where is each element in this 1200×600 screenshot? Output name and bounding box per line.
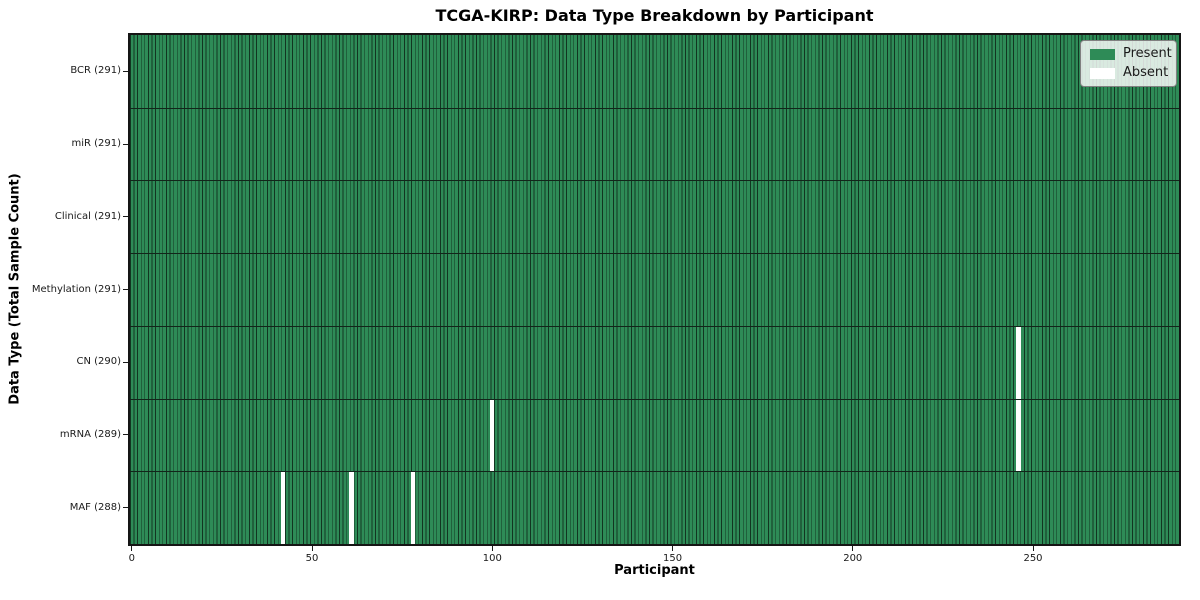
y-tick — [123, 361, 128, 363]
y-tick-label: BCR (291) — [70, 65, 121, 77]
x-tick-label: 100 — [482, 553, 502, 564]
y-tick-label: Methylation (291) — [31, 283, 121, 295]
y-tick — [123, 70, 128, 72]
y-tick-label: miR (291) — [71, 138, 121, 150]
row-maf — [130, 471, 1179, 544]
legend-present-label: Present — [1123, 46, 1172, 61]
x-tick — [1032, 546, 1034, 551]
x-tick-label: 250 — [1023, 553, 1043, 564]
row-methylation — [130, 253, 1179, 326]
x-tick-label: 150 — [662, 553, 683, 564]
legend-absent-swatch-icon — [1090, 67, 1115, 79]
legend: Present Absent — [1080, 40, 1177, 87]
absent-gap — [490, 399, 495, 472]
row-mrna — [130, 398, 1179, 472]
legend-item-present: Present — [1090, 47, 1172, 61]
x-tick — [491, 546, 493, 551]
x-tick — [672, 546, 674, 551]
row-bcr — [130, 35, 1179, 108]
y-tick-label: Clinical (291) — [54, 210, 121, 222]
legend-absent-label: Absent — [1123, 65, 1169, 80]
absent-gap — [1016, 326, 1021, 399]
x-tick — [131, 546, 133, 551]
y-tick — [123, 434, 128, 436]
row-mir — [130, 107, 1179, 181]
row-clinical — [130, 180, 1179, 254]
absent-gap — [1016, 399, 1021, 472]
x-axis-label: Participant — [614, 563, 695, 578]
absent-gap — [349, 472, 354, 544]
x-tick-label: 200 — [843, 553, 863, 564]
row-cn — [130, 325, 1179, 399]
x-tick-label: 0 — [128, 553, 135, 564]
y-tick — [123, 507, 128, 509]
chart-title: TCGA-KIRP: Data Type Breakdown by Partic… — [435, 6, 874, 25]
legend-item-absent: Absent — [1090, 65, 1169, 80]
y-tick — [123, 216, 128, 218]
plot-area — [128, 33, 1181, 546]
y-tick-label: MAF (288) — [69, 501, 121, 513]
y-tick-label: CN (290) — [76, 356, 121, 368]
x-tick — [852, 546, 854, 551]
y-tick-label: mRNA (289) — [59, 428, 121, 440]
absent-gap — [281, 472, 286, 544]
x-tick-label: 50 — [305, 553, 319, 564]
absent-gap — [410, 472, 416, 544]
x-tick — [311, 546, 313, 551]
y-tick — [123, 289, 128, 290]
legend-present-swatch-icon — [1090, 48, 1115, 60]
y-tick — [123, 143, 128, 145]
